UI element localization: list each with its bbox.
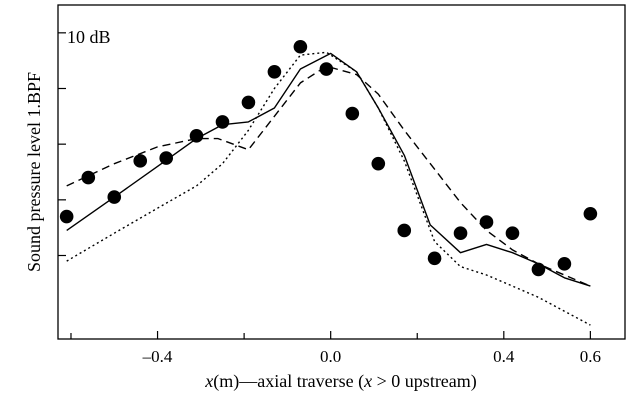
measured-point-1 — [81, 170, 96, 185]
measured-point-11 — [345, 106, 360, 121]
measured-point-10 — [319, 62, 334, 76]
x-tick-label-3: 0.6 — [580, 347, 601, 366]
measured-point-2 — [107, 190, 122, 204]
measured-point-8 — [267, 65, 282, 79]
measured-point-7 — [241, 95, 256, 110]
level-annotation: 10 dB — [67, 27, 111, 47]
measured-point-0 — [59, 209, 74, 224]
measured-point-3 — [133, 154, 148, 168]
x-tick-label-1: 0.0 — [320, 347, 341, 366]
dashed-curve — [66, 65, 591, 287]
axis-ticks — [58, 32, 591, 339]
x-title-part-0: x — [204, 371, 213, 391]
dotted-curve — [66, 51, 591, 326]
measured-point-14 — [427, 251, 442, 266]
x-title-part-2: x — [363, 371, 372, 391]
x-tick-labels: –0.4 0.0 0.4 0.6 — [142, 347, 601, 366]
x-tick-label-2: 0.4 — [493, 347, 515, 366]
measured-point-15 — [453, 226, 468, 241]
measured-point-6 — [215, 115, 230, 129]
measured-point-13 — [397, 223, 412, 238]
measured-point-4 — [159, 151, 174, 165]
measured-points — [59, 39, 598, 277]
measured-point-19 — [557, 257, 572, 271]
solid-curve — [66, 52, 591, 287]
y-axis-title: Sound pressure level 1.BPF — [24, 72, 44, 272]
plot-frame — [57, 4, 626, 340]
measured-point-16 — [479, 215, 494, 229]
x-tick-label-0: –0.4 — [142, 347, 173, 366]
plot-area — [59, 39, 598, 326]
x-title-part-3: > 0 upstream) — [372, 371, 477, 392]
x-axis-title: x(m)—axial traverse (x > 0 upstream) — [204, 371, 477, 392]
model-curves — [66, 51, 591, 326]
measured-point-20 — [583, 206, 598, 221]
x-title-part-1: (m)—axial traverse ( — [213, 371, 364, 392]
measured-point-9 — [293, 39, 308, 54]
measured-point-17 — [505, 226, 520, 241]
measured-point-18 — [531, 262, 546, 277]
measured-point-12 — [371, 156, 386, 171]
measured-point-5 — [189, 129, 204, 143]
